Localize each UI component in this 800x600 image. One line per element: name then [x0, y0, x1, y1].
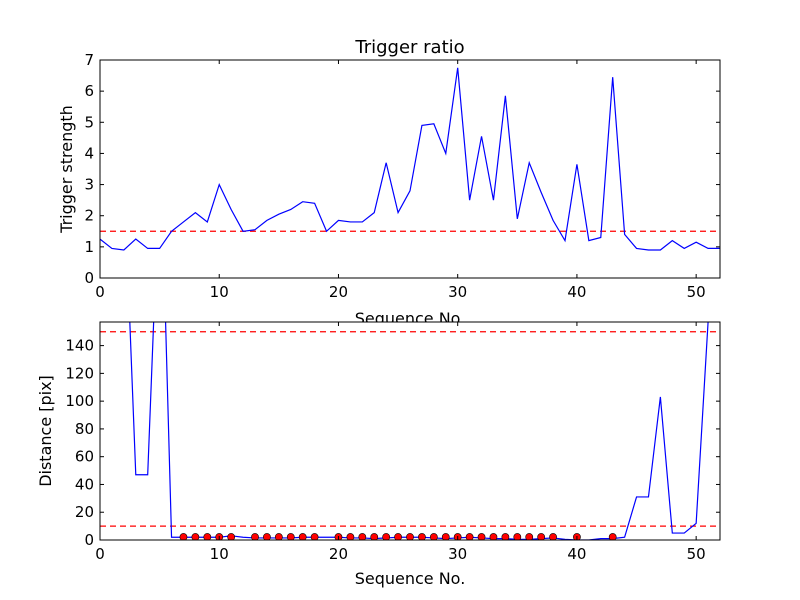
data-point — [465, 533, 474, 540]
x-tick-label: 30 — [448, 283, 467, 301]
data-point — [263, 533, 271, 540]
y-tick-label: 2 — [84, 207, 94, 225]
x-tick-label: 40 — [567, 545, 586, 563]
chart-title: Trigger ratio — [354, 37, 464, 58]
distance-chart: 0 10 20 30 40 50 0 20 40 60 80 100 120 140 Sequence … — [36, 321, 721, 588]
data-point — [608, 533, 617, 540]
x-tick-label: 50 — [687, 545, 706, 563]
data-point — [394, 533, 402, 540]
y-axis-label: Distance [pix] — [36, 375, 55, 487]
data-point — [310, 533, 319, 540]
x-tick-label: 0 — [95, 283, 105, 301]
y-tick-label: 0 — [84, 531, 94, 549]
y-tick-label: 3 — [84, 176, 94, 194]
y-tick-label: 140 — [65, 337, 94, 355]
x-tick-label: 20 — [329, 545, 348, 563]
data-point — [429, 533, 438, 540]
data-point — [489, 533, 498, 540]
x-tick-label: 20 — [329, 283, 348, 301]
data-point — [382, 533, 391, 540]
data-point — [274, 533, 283, 540]
x-tick-label: 50 — [687, 283, 706, 301]
data-point — [227, 533, 236, 540]
x-tick-label: 10 — [210, 545, 229, 563]
y-tick-label: 4 — [84, 144, 94, 162]
x-tick-label: 40 — [567, 283, 586, 301]
y-tick-label: 40 — [75, 475, 94, 493]
data-point — [251, 533, 259, 540]
y-tick-label: 80 — [75, 420, 94, 438]
data-point — [286, 533, 295, 540]
plot-area — [100, 322, 720, 540]
data-point — [525, 533, 534, 540]
plot-lines — [100, 322, 720, 540]
data-point — [370, 533, 379, 540]
y-axis-ticks: 0 1 2 3 4 5 6 7 — [84, 51, 720, 287]
data-point — [549, 533, 557, 540]
y-tick-label: 5 — [84, 113, 94, 131]
x-tick-label: 0 — [95, 545, 105, 563]
data-point — [418, 533, 426, 540]
x-tick-label: 30 — [448, 545, 467, 563]
data-point — [441, 533, 450, 540]
data-point — [346, 533, 355, 540]
data-point — [203, 533, 212, 540]
data-point — [179, 533, 188, 540]
data-point — [406, 533, 414, 540]
x-axis-label: Sequence No. — [355, 569, 466, 588]
y-tick-label: 0 — [84, 269, 94, 287]
y-tick-label: 1 — [84, 238, 94, 256]
plot-area — [100, 60, 720, 278]
data-point — [191, 533, 200, 540]
y-tick-label: 7 — [84, 51, 94, 69]
data-point — [513, 533, 522, 540]
data-point — [298, 533, 307, 540]
data-point — [537, 533, 546, 540]
x-axis-ticks: 0 10 20 30 40 50 — [95, 60, 706, 301]
x-tick-label: 10 — [210, 283, 229, 301]
y-tick-label: 20 — [75, 503, 94, 521]
plot-frame — [99, 59, 721, 279]
y-axis-ticks: 0 20 40 60 80 100 120 140 — [65, 337, 720, 549]
y-tick-label: 60 — [75, 448, 94, 466]
series-line — [100, 67, 720, 251]
data-point — [358, 533, 367, 540]
data-point — [477, 533, 486, 540]
y-axis-label: Trigger strength — [57, 105, 76, 234]
plot-lines — [100, 67, 720, 251]
plot-frame — [99, 321, 721, 541]
y-tick-label: 120 — [65, 364, 94, 382]
y-tick-label: 6 — [84, 82, 94, 100]
y-tick-label: 100 — [65, 392, 94, 410]
x-axis-ticks: 0 10 20 30 40 50 — [95, 322, 706, 563]
data-point — [501, 533, 510, 540]
